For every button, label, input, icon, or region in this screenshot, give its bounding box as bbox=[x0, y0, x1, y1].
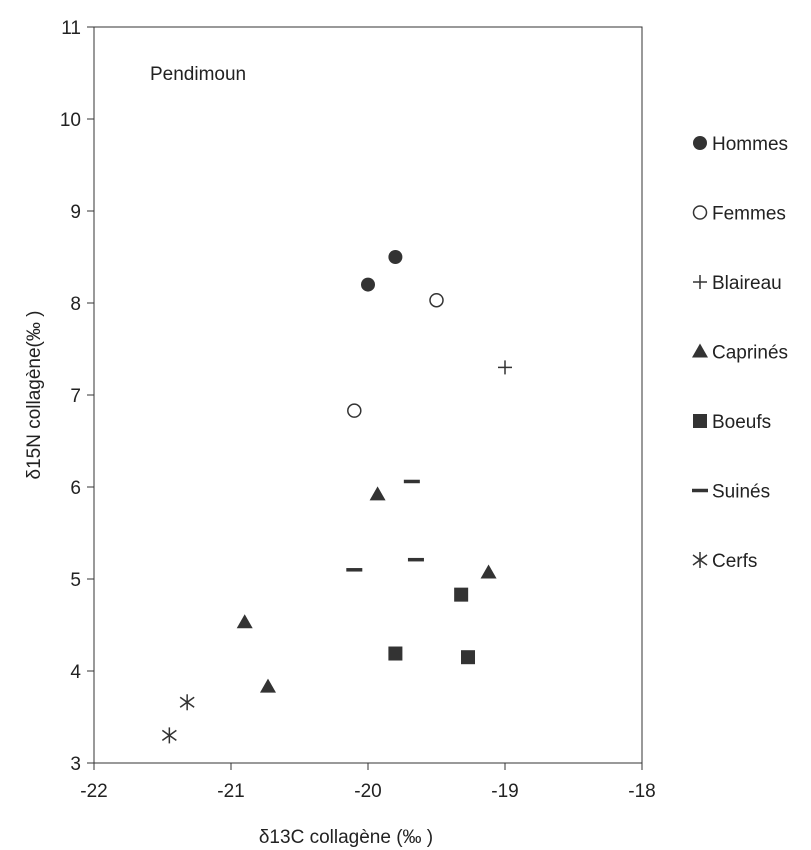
legend-marker-boeufs bbox=[693, 414, 707, 428]
legend-item-cerfs: Cerfs bbox=[692, 551, 757, 572]
legend-item-femmes: Femmes bbox=[692, 204, 786, 225]
x-tick-label: -19 bbox=[491, 781, 518, 802]
legend-marker-suines bbox=[692, 488, 708, 493]
legend-label: Blaireau bbox=[712, 273, 782, 294]
legend-label: Caprinés bbox=[712, 343, 788, 364]
y-tick-label: 6 bbox=[70, 478, 81, 499]
point-boeufs bbox=[454, 587, 469, 602]
legend-marker-hommes bbox=[693, 136, 707, 150]
x-axis-title: δ13C collagène (‰ ) bbox=[259, 827, 433, 848]
legend-label: Suinés bbox=[712, 482, 770, 503]
y-axis: 3 4 5 6 7 8 9 10 11 bbox=[60, 18, 94, 775]
legend-marker-cerfs bbox=[692, 552, 708, 568]
legend-label: Femmes bbox=[712, 204, 786, 225]
x-tick-label: -22 bbox=[80, 781, 107, 802]
point-cerfs bbox=[179, 694, 195, 711]
legend-marker-blaireau bbox=[693, 275, 707, 289]
legend-marker-femmes bbox=[692, 205, 708, 220]
point-suines bbox=[407, 557, 424, 562]
point-hommes bbox=[361, 277, 375, 292]
point-caprines bbox=[480, 564, 497, 579]
chart-annotation: Pendimoun bbox=[150, 64, 246, 85]
point-suines bbox=[346, 568, 363, 572]
data-points bbox=[161, 250, 512, 744]
legend-marker-caprines bbox=[692, 343, 708, 358]
point-caprines bbox=[369, 486, 386, 501]
x-tick-label: -21 bbox=[217, 781, 244, 802]
x-tick-label: -20 bbox=[354, 781, 381, 802]
legend-item-boeufs: Boeufs bbox=[693, 412, 771, 433]
x-tick-label: -18 bbox=[628, 781, 655, 802]
y-tick-label: 11 bbox=[61, 18, 81, 39]
y-tick-label: 7 bbox=[70, 386, 81, 407]
point-caprines bbox=[259, 678, 276, 693]
point-cerfs bbox=[161, 727, 177, 744]
y-tick-label: 10 bbox=[60, 110, 81, 131]
point-femmes bbox=[347, 403, 362, 418]
legend-label: Cerfs bbox=[712, 551, 757, 572]
point-caprines bbox=[236, 614, 253, 629]
plot-area bbox=[93, 26, 643, 764]
point-blaireau bbox=[498, 360, 512, 375]
y-tick-label: 9 bbox=[70, 202, 81, 223]
point-femmes bbox=[429, 292, 444, 308]
legend-item-caprines: Caprinés bbox=[692, 343, 788, 364]
legend-item-suines: Suinés bbox=[692, 482, 770, 503]
legend-label: Boeufs bbox=[712, 412, 771, 433]
y-tick-label: 3 bbox=[70, 754, 81, 775]
y-tick-label: 5 bbox=[70, 570, 81, 591]
y-tick-label: 4 bbox=[70, 662, 81, 683]
legend-item-blaireau: Blaireau bbox=[693, 273, 782, 294]
legend-label: Hommes bbox=[712, 134, 788, 155]
point-boeufs bbox=[461, 650, 476, 665]
point-suines bbox=[403, 479, 420, 484]
legend: Hommes Femmes Blaireau Caprinés Boeufs Suinés… bbox=[692, 134, 788, 572]
y-axis-title: δ15N collagène(‰ ) bbox=[24, 311, 45, 480]
y-tick-label: 8 bbox=[70, 294, 81, 315]
x-axis: -22 -21 -20 -19 -18 bbox=[80, 763, 656, 802]
legend-item-hommes: Hommes bbox=[693, 134, 788, 155]
point-hommes bbox=[388, 250, 403, 264]
point-boeufs bbox=[388, 646, 403, 661]
